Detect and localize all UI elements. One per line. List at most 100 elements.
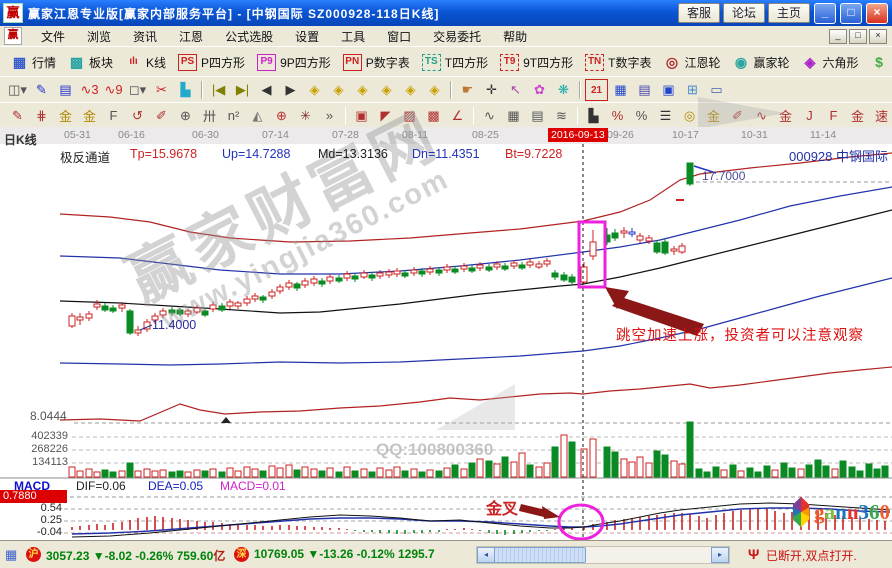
angle-j-icon[interactable]: J — [798, 105, 821, 127]
customer-service-button[interactable]: 客服 — [678, 3, 720, 23]
angle-speed-icon[interactable]: 速 — [870, 105, 892, 127]
shanghai-index-icon[interactable]: 沪 — [26, 547, 41, 562]
toolbar-button-hexagon[interactable]: ◈六角形 — [797, 52, 864, 73]
wave3-tool-icon[interactable]: ∿3 — [78, 79, 101, 101]
diamond-expand-icon[interactable]: ◈ — [351, 79, 374, 101]
n-square-icon[interactable]: n² — [222, 105, 245, 127]
diamond-all-icon[interactable]: ◈ — [399, 79, 422, 101]
hollow-candle-dropdown[interactable]: ◻▾ — [126, 79, 149, 101]
quotes-table-icon[interactable]: ▦ — [5, 548, 17, 561]
menu-item[interactable]: 窗口 — [376, 26, 422, 47]
pointer-tool-icon[interactable]: ↖ — [504, 79, 527, 101]
shenzhen-index-icon[interactable]: 深 — [234, 547, 249, 562]
toolbar-button-quotes-grid[interactable]: ▦行情 — [6, 52, 61, 73]
t-square-icon: TS — [422, 54, 441, 71]
calculator-icon[interactable]: ▦ — [609, 79, 632, 101]
crosshair-tool-icon[interactable]: ✛ — [480, 79, 503, 101]
grid-box-icon[interactable]: ▩ — [422, 105, 445, 127]
maximize-button[interactable]: □ — [840, 3, 862, 24]
menu-item[interactable]: 帮助 — [492, 26, 538, 47]
hand-tool-icon[interactable]: ☛ — [456, 79, 479, 101]
panel-grid-icon[interactable]: ▣ — [350, 105, 373, 127]
macd-scale-3: -0.04 — [28, 526, 62, 538]
diamond-left-icon[interactable]: ◈ — [303, 79, 326, 101]
zigzag-icon[interactable]: ∿ — [478, 105, 501, 127]
menu-item[interactable]: 公式选股 — [214, 26, 284, 47]
menu-item[interactable]: 工具 — [330, 26, 376, 47]
toolbar-button-winner-service[interactable]: $赢家服务 — [866, 52, 892, 73]
connection-status-text[interactable]: 已断开,双点打开. — [766, 547, 857, 564]
fan-lines-icon[interactable]: ◤ — [374, 105, 397, 127]
mdi-close-button[interactable]: × — [869, 29, 887, 44]
pencil-tool-icon[interactable]: ✎ — [6, 105, 29, 127]
five-line-icon[interactable]: ☰ — [654, 105, 677, 127]
comb-tool-icon[interactable]: 卅 — [198, 105, 221, 127]
next-bar-icon[interactable]: ▶ — [279, 79, 302, 101]
angle-gold-icon[interactable]: 金 — [846, 105, 869, 127]
minimize-button[interactable]: _ — [814, 3, 836, 24]
menu-item[interactable]: 交易委托 — [422, 26, 492, 47]
compass-star-icon[interactable]: ✳ — [294, 105, 317, 127]
toolbar-button-winner-wheel[interactable]: ◉赢家轮 — [727, 52, 794, 73]
wheel-small-icon[interactable]: ⊕ — [174, 105, 197, 127]
channel-lines-icon[interactable]: ≋ — [550, 105, 573, 127]
menu-item[interactable]: 文件 — [30, 26, 76, 47]
cut-tool-icon[interactable]: ✂ — [150, 79, 173, 101]
grid-b-icon[interactable]: ▤ — [526, 105, 549, 127]
more-tools-chevron[interactable]: » — [318, 105, 341, 127]
wreath-tool-icon[interactable]: ✿ — [528, 79, 551, 101]
percent-x-icon[interactable]: % — [606, 105, 629, 127]
first-bar-icon[interactable]: |◀ — [207, 79, 230, 101]
horizontal-scrollbar[interactable]: ◂ ▸ — [476, 546, 730, 564]
scribble-tool-icon[interactable]: ✎ — [30, 79, 53, 101]
marker-tool-icon[interactable]: ✐ — [150, 105, 173, 127]
menu-item[interactable]: 资讯 — [122, 26, 168, 47]
scroll-left-button[interactable]: ◂ — [477, 547, 495, 563]
last-bar-icon[interactable]: ▶| — [231, 79, 254, 101]
spiral-tool-icon[interactable]: ↺ — [126, 105, 149, 127]
diamond-right-icon[interactable]: ◈ — [327, 79, 350, 101]
notepad-icon[interactable]: ▤ — [633, 79, 656, 101]
calendar-icon[interactable]: 21 — [585, 79, 608, 101]
grid-a-icon[interactable]: ▦ — [502, 105, 525, 127]
trend-lines-icon[interactable]: ∠ — [446, 105, 469, 127]
toolbar-button-gann-wheel[interactable]: ◎江恩轮 — [658, 52, 725, 73]
wave9-tool-icon[interactable]: ∿9 — [102, 79, 125, 101]
mdi-minimize-button[interactable]: _ — [829, 29, 847, 44]
compass-red-icon[interactable]: ⊕ — [270, 105, 293, 127]
close-button[interactable]: × — [866, 3, 888, 24]
save-icon[interactable]: ▣ — [657, 79, 680, 101]
chart-panel-icon[interactable]: ▙ — [174, 79, 197, 101]
stats-icon[interactable]: ▙ — [582, 105, 605, 127]
protractor-icon[interactable]: ◭ — [246, 105, 269, 127]
fib-tool-icon[interactable]: F — [102, 105, 125, 127]
percent-icon[interactable]: % — [630, 105, 653, 127]
angle-f-icon[interactable]: F — [822, 105, 845, 127]
brain-tool-icon[interactable]: ❋ — [552, 79, 575, 101]
menu-item[interactable]: 浏览 — [76, 26, 122, 47]
scroll-thumb[interactable] — [494, 547, 586, 563]
menu-item[interactable]: 设置 — [284, 26, 330, 47]
fan-box-icon[interactable]: ▨ — [398, 105, 421, 127]
forum-button[interactable]: 论坛 — [723, 3, 765, 23]
prev-bar-icon[interactable]: ◀ — [255, 79, 278, 101]
candle-style-dropdown[interactable]: ◫▾ — [6, 79, 29, 101]
mdi-restore-button[interactable]: □ — [849, 29, 867, 44]
gold-comb2-icon[interactable]: 金 — [78, 105, 101, 127]
toolbar-button-sectors[interactable]: ▩板块 — [63, 52, 118, 73]
gann-grid-icon[interactable]: ⋕ — [30, 105, 53, 127]
homepage-button[interactable]: 主页 — [768, 3, 810, 23]
menu-item[interactable]: 江恩 — [168, 26, 214, 47]
gold-comb-icon[interactable]: 金 — [54, 105, 77, 127]
note-tool-icon[interactable]: ▤ — [54, 79, 77, 101]
diamond-shrink-icon[interactable]: ◈ — [375, 79, 398, 101]
diamond-full-icon[interactable]: ◈ — [423, 79, 446, 101]
scroll-right-button[interactable]: ▸ — [711, 547, 729, 563]
